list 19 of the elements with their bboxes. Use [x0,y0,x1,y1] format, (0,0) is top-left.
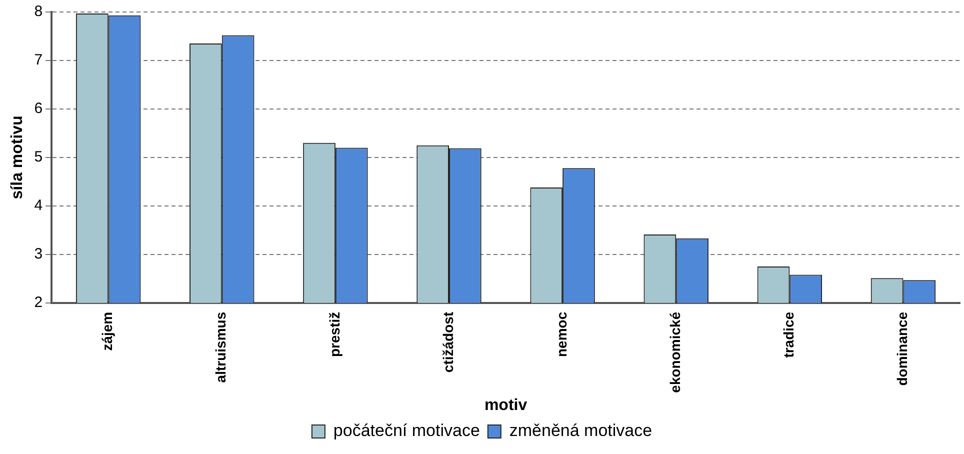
y-tick-label: 7 [34,52,43,69]
y-tick-label: 5 [34,148,43,166]
x-tick-label: dominance [894,312,910,386]
x-tick-label: zájem [99,312,116,351]
y-axis-title: síla motivu [9,116,26,200]
x-tick-label: ekonomické [666,312,683,393]
legend-label: změněná motivace [509,421,652,440]
x-tick-label: ctižádost [440,312,456,373]
x-tick-label: altruismus [212,312,229,383]
y-tick-label: 8 [34,3,43,20]
y-tick-label: 3 [34,246,43,263]
x-tick-label: nemoc [553,312,570,357]
x-tick-label: tradice [780,312,797,358]
x-axis-title: motiv [484,396,528,414]
y-tick-label: 4 [34,197,43,214]
y-tick-label: 6 [34,100,43,118]
x-tick-label: prestiž [326,312,342,357]
legend-label: počáteční motivace [333,421,480,440]
y-tick-label: 2 [34,294,43,312]
